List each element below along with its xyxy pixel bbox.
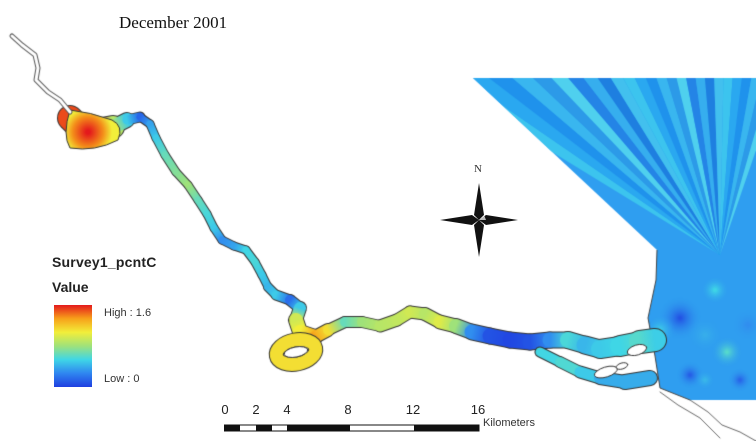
legend-title: Survey1_pcntC <box>52 254 157 270</box>
north-arrow-icon <box>440 183 518 257</box>
legend-high-label: High : 1.6 <box>104 307 152 319</box>
scale-tick-0: 0 <box>221 402 229 417</box>
legend-color-ramp <box>54 305 92 387</box>
scale-tick-16: 16 <box>470 402 486 417</box>
scale-tick-2: 2 <box>252 402 260 417</box>
legend-field-label: Value <box>52 279 89 295</box>
scale-bar <box>224 424 480 432</box>
scale-tick-12: 12 <box>405 402 421 417</box>
north-label: N <box>474 163 482 175</box>
scale-tick-8: 8 <box>344 402 352 417</box>
map-title: December 2001 <box>119 13 228 32</box>
scale-units-label: Kilometers <box>483 417 535 429</box>
scale-tick-4: 4 <box>283 402 291 417</box>
legend-low-label: Low : 0 <box>104 373 140 385</box>
